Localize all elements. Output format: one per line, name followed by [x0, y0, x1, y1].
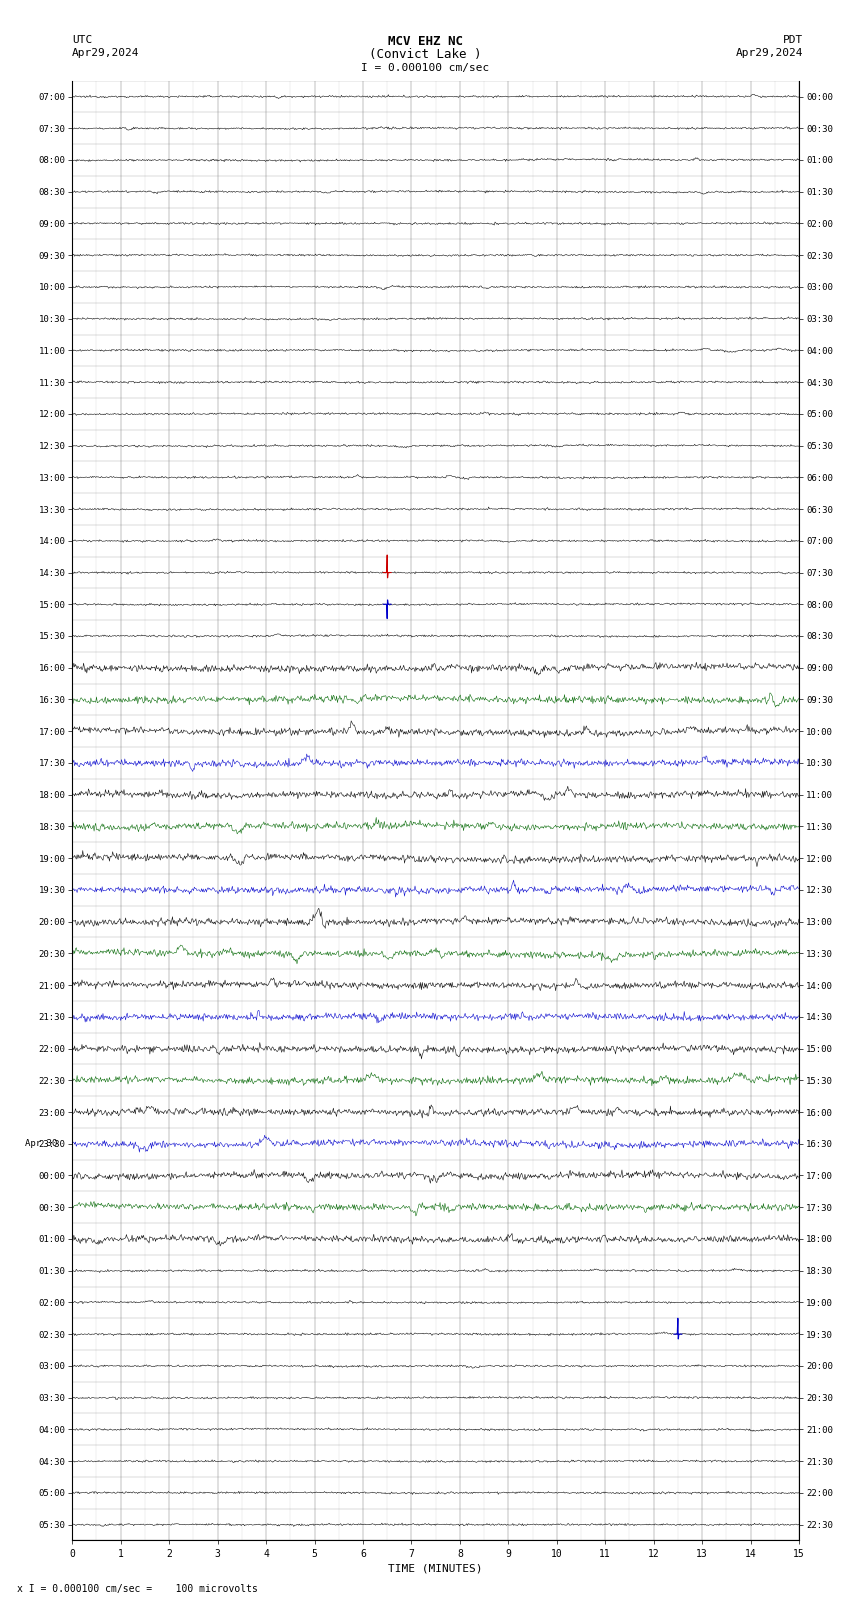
Text: MCV EHZ NC: MCV EHZ NC	[388, 35, 462, 48]
Text: Apr 30: Apr 30	[26, 1139, 58, 1148]
Text: x I = 0.000100 cm/sec =    100 microvolts: x I = 0.000100 cm/sec = 100 microvolts	[17, 1584, 258, 1594]
Text: PDT: PDT	[783, 35, 803, 45]
Text: (Convict Lake ): (Convict Lake )	[369, 48, 481, 61]
Text: Apr29,2024: Apr29,2024	[736, 48, 803, 58]
Text: I = 0.000100 cm/sec: I = 0.000100 cm/sec	[361, 63, 489, 73]
X-axis label: TIME (MINUTES): TIME (MINUTES)	[388, 1563, 483, 1574]
Text: UTC: UTC	[72, 35, 93, 45]
Text: Apr29,2024: Apr29,2024	[72, 48, 139, 58]
